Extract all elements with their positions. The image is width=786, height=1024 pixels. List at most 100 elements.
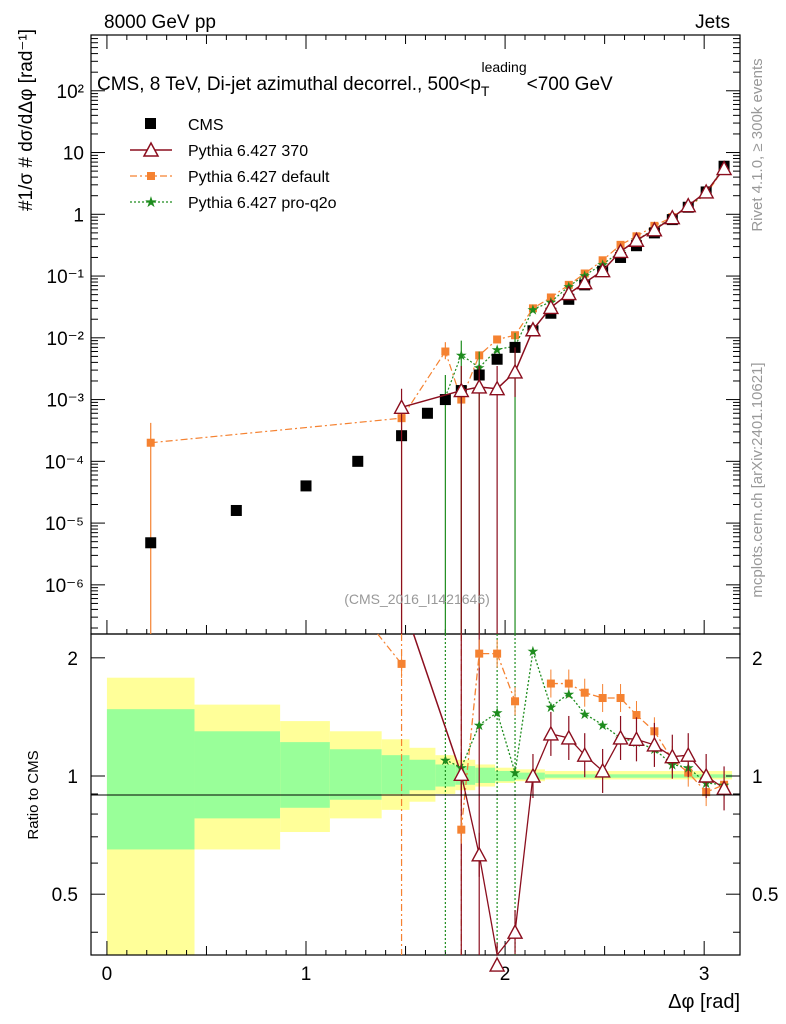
legend-marker-default xyxy=(147,172,155,180)
rivet-label: Rivet 4.1.0, ≥ 300k events xyxy=(749,58,766,231)
xlabel: Δφ [rad] xyxy=(668,991,740,1013)
band-green xyxy=(495,770,516,782)
ratio-point-370 xyxy=(560,729,577,745)
ratio-point-370 xyxy=(471,846,488,862)
ratio-point-proq2o: ★ xyxy=(563,687,576,703)
ratio-ylabel: Ratio to CMS xyxy=(25,750,42,839)
ratio-point-370 xyxy=(664,748,681,764)
point-cms xyxy=(421,407,433,419)
point-default xyxy=(146,438,155,447)
ratio-point-proq2o: ★ xyxy=(491,706,504,722)
ratio-line-370-entry xyxy=(412,633,462,775)
ratio-line-370 xyxy=(460,733,725,957)
point-default xyxy=(441,347,450,356)
point-cms xyxy=(145,537,157,549)
band-green xyxy=(475,767,496,783)
y-tick-label-ratio: 1 xyxy=(67,767,78,788)
y-tick-label-ratio: 2 xyxy=(67,649,78,670)
point-default xyxy=(493,335,502,344)
y-tick-label-main: 10⁻⁴ xyxy=(45,452,84,473)
band-green xyxy=(106,709,195,850)
point-proq2o: ★ xyxy=(527,302,540,318)
axis-ticks xyxy=(91,34,740,955)
point-370 xyxy=(576,274,593,290)
legend-label-cms: CMS xyxy=(188,117,224,134)
legend-marker-cms xyxy=(145,118,156,129)
ratio-point-370 xyxy=(524,767,542,783)
legend: CMS Pythia 6.427 370 Pythia 6.427 defaul… xyxy=(130,117,337,212)
x-tick-label: 2 xyxy=(500,964,511,985)
ratio-point-default xyxy=(580,688,589,697)
ratio-point-370 xyxy=(594,762,611,778)
ratio-point-default xyxy=(598,694,607,703)
header-right: Jets xyxy=(695,12,730,33)
ratio-point-default xyxy=(475,649,484,658)
ratio-line-proq2o xyxy=(445,650,725,786)
ratio-point-370 xyxy=(646,736,663,752)
point-370 xyxy=(506,363,524,379)
y-tick-label-main: 1 xyxy=(73,205,84,226)
point-default xyxy=(580,269,589,278)
point-370 xyxy=(471,378,488,394)
point-370 xyxy=(524,321,542,337)
ratio-point-default xyxy=(546,679,555,688)
ratio-point-proq2o: ★ xyxy=(596,718,609,734)
plot-title: CMS, 8 TeV, Di-jet azimuthal decorrel., … xyxy=(97,59,613,99)
band-green xyxy=(409,759,436,791)
y-tick-label-main: 10⁻³ xyxy=(47,391,85,412)
point-370 xyxy=(612,242,629,259)
header-left: 8000 GeV pp xyxy=(104,12,216,33)
mcplots-label: mcplots.cern.ch [arXiv:2401.10621] xyxy=(749,362,766,597)
x-tick-label: 3 xyxy=(699,964,710,985)
y-tick-label-main: 10⁻¹ xyxy=(47,267,85,288)
ratio-point-proq2o: ★ xyxy=(439,753,452,769)
legend-label-default: Pythia 6.427 default xyxy=(188,169,330,186)
ratio-point-370 xyxy=(680,746,697,762)
point-370 xyxy=(646,221,663,237)
y-tick-label-main: 10⁻⁶ xyxy=(45,576,84,597)
point-default xyxy=(528,304,537,313)
point-370 xyxy=(542,298,560,315)
point-370 xyxy=(664,209,681,225)
ratio-plot-marks: ★★★★★★★★★★★★★★★★★ xyxy=(377,633,733,972)
ratio-point-default xyxy=(397,659,406,668)
ratio-point-default xyxy=(564,679,573,688)
ratio-point-default xyxy=(616,694,625,703)
point-370 xyxy=(628,231,645,247)
point-370 xyxy=(560,285,577,301)
ratio-point-default xyxy=(457,825,466,834)
ratio-point-370 xyxy=(576,746,593,762)
ratio-point-proq2o: ★ xyxy=(545,700,558,716)
point-cms xyxy=(352,455,364,467)
tick-labels: 0 1 2 3 10⁻⁶ 10⁻⁵ 10⁻⁴ 10⁻³ 10⁻² 10⁻¹ 1 10 10² 0.5 0.5… xyxy=(45,82,779,985)
point-370 xyxy=(697,183,715,199)
legend-label-proq2o: Pythia 6.427 pro-q2o xyxy=(188,195,337,212)
point-370 xyxy=(488,380,506,396)
point-370 xyxy=(393,398,410,414)
ratio-line-default-entry xyxy=(377,633,403,665)
y-tick-label-ratio-right: 0.5 xyxy=(752,885,778,906)
y-tick-label-main: 10⁻⁵ xyxy=(45,514,84,535)
ratio-point-proq2o: ★ xyxy=(509,766,522,782)
main-ylabel: #1/σ # dσ/dΔφ [rad⁻¹] xyxy=(16,29,37,211)
ratio-point-default xyxy=(632,711,641,720)
point-370 xyxy=(715,160,733,176)
point-cms xyxy=(230,504,242,516)
point-370 xyxy=(594,262,611,278)
ratio-point-default xyxy=(511,697,520,706)
ratio-point-370 xyxy=(715,779,733,796)
ratio-point-default xyxy=(493,649,502,658)
ratio-point-370 xyxy=(453,765,470,782)
point-default xyxy=(564,280,573,289)
legend-marker-370 xyxy=(142,141,160,157)
ratio-line-default xyxy=(460,652,516,830)
band-green xyxy=(381,755,410,794)
x-tick-label: 1 xyxy=(301,964,312,985)
ratio-point-proq2o: ★ xyxy=(578,707,591,723)
uncertainty-bands xyxy=(106,677,733,955)
y-tick-label-main: 10⁻² xyxy=(47,329,85,350)
point-cms xyxy=(300,480,312,492)
point-370 xyxy=(453,382,470,398)
ratio-point-370 xyxy=(628,730,645,747)
main-plot-marks: ★★★★★★★★★★★★★★★★★ xyxy=(145,160,733,634)
